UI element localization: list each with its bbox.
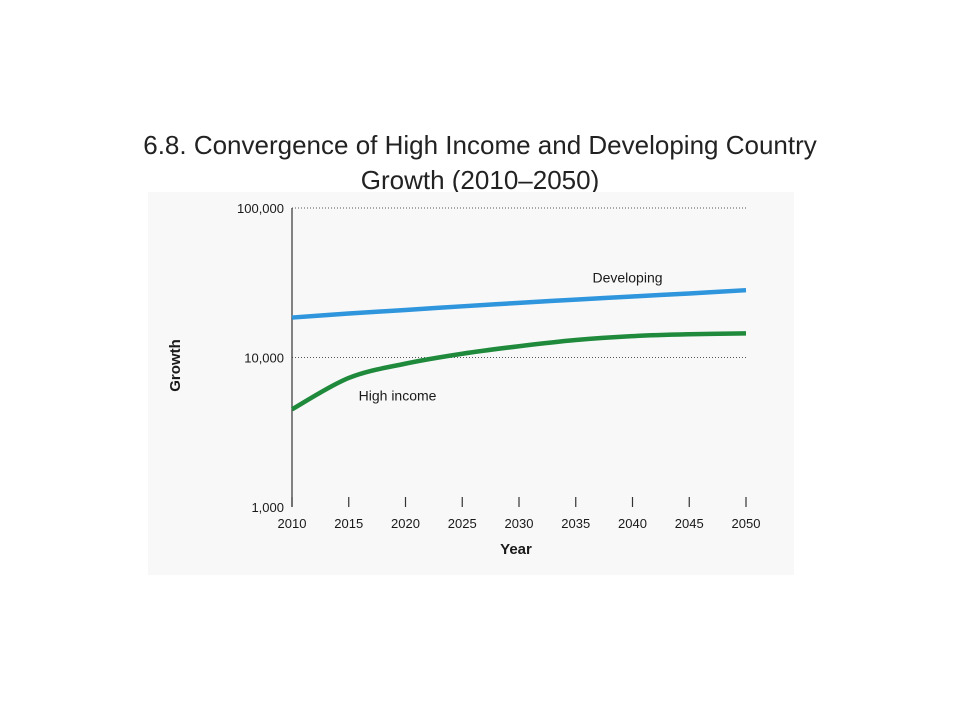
- series-label-high-income: High income: [359, 388, 437, 404]
- x-tick-label-2030: 2030: [505, 516, 534, 531]
- x-tick-label-2045: 2045: [675, 516, 704, 531]
- slide-title-line-1: 6.8. Convergence of High Income and Deve…: [143, 130, 817, 160]
- x-tick-label-2040: 2040: [618, 516, 647, 531]
- slide-title: 6.8. Convergence of High Income and Deve…: [80, 128, 880, 198]
- x-tick-label-2010: 2010: [278, 516, 307, 531]
- y-tick-label-1000: 1,000: [251, 500, 284, 515]
- series-line-high-income: [290, 331, 747, 412]
- x-tick-label-2015: 2015: [334, 516, 363, 531]
- line-chart: 1,000 10,000 100,000 2010 2015 2020 2025 2030 20…: [167, 201, 761, 558]
- series-line-developing: [291, 287, 747, 320]
- y-tick-label-100000: 100,000: [237, 201, 284, 216]
- y-axis-title: Growth: [167, 339, 184, 392]
- y-tick-label-10000: 10,000: [244, 351, 284, 366]
- chart-panel: 1,000 10,000 100,000 2010 2015 2020 2025 2030 20…: [148, 192, 794, 575]
- x-tick-label-2035: 2035: [561, 516, 590, 531]
- x-axis-title: Year: [500, 541, 532, 558]
- slide-title-line-2: Growth (2010–2050): [360, 165, 600, 195]
- series-label-developing: Developing: [592, 269, 662, 285]
- x-tick-label-2050: 2050: [732, 516, 761, 531]
- x-tick-label-2020: 2020: [391, 516, 420, 531]
- x-tick-label-2025: 2025: [448, 516, 477, 531]
